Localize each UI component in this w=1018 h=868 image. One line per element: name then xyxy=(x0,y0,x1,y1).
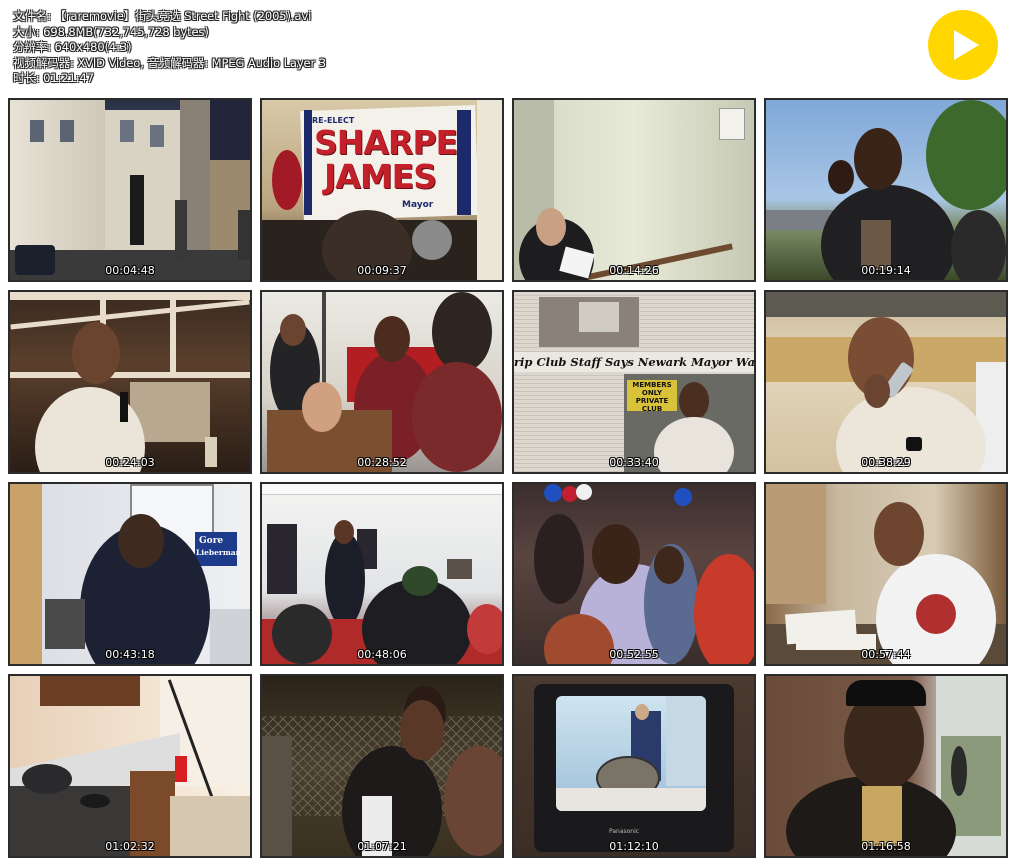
timestamp: 00:19:14 xyxy=(861,264,911,277)
newspaper-headline: rip Club Staff Says Newark Mayor Was a P… xyxy=(514,355,756,369)
timestamp: 00:52:55 xyxy=(609,648,659,661)
thumbnail-16[interactable]: 01:16:58 xyxy=(764,674,1008,858)
banner-text-1: SHARPE xyxy=(314,123,458,162)
timestamp: 00:38:29 xyxy=(861,456,911,469)
scene-outdoor-crowd xyxy=(766,100,1006,280)
scene-meeting-hall xyxy=(262,484,502,664)
thumbnail-11[interactable]: 00:52:55 xyxy=(512,482,756,666)
banner-text-2: JAMES xyxy=(324,157,437,196)
timestamp: 00:57:44 xyxy=(861,648,911,661)
thumbnail-13[interactable]: 01:02:32 xyxy=(8,674,252,858)
thumbnail-10[interactable]: 00:48:06 xyxy=(260,482,504,666)
codec-text: 视频解码器: XVID Video, 音频解码器: MPEG Audio Lay… xyxy=(13,55,326,70)
poster-text-1: Gore xyxy=(199,536,224,546)
scene-speaker-microphone xyxy=(10,292,250,472)
timestamp: 00:04:48 xyxy=(105,264,155,277)
timestamp: 00:09:37 xyxy=(357,264,407,277)
timestamp: 01:16:58 xyxy=(861,840,911,853)
thumbnail-2[interactable]: RE-ELECT SHARPE JAMES Mayor 00:09:37 xyxy=(260,98,504,282)
thumbnail-5[interactable]: 00:24:03 xyxy=(8,290,252,474)
scene-sharpe-james-banner: RE-ELECT SHARPE JAMES Mayor xyxy=(262,100,502,280)
timestamp: 00:14:26 xyxy=(609,264,659,277)
thumbnail-3[interactable]: 00:14:26 xyxy=(512,98,756,282)
duration-text: 时长: 01:21:47 xyxy=(13,71,94,86)
scene-man-stairwell xyxy=(514,100,754,280)
scene-office-poster: Gore Lieberman xyxy=(10,484,250,664)
poster-text-2: Lieberman xyxy=(196,548,242,557)
timestamp: 01:12:10 xyxy=(609,840,659,853)
play-icon xyxy=(954,30,979,60)
thumbnail-7[interactable]: rip Club Staff Says Newark Mayor Was a P… xyxy=(512,290,756,474)
scene-man-with-cap xyxy=(766,676,1006,856)
thumbnail-4[interactable]: 00:19:14 xyxy=(764,98,1008,282)
thumbnail-12[interactable]: 00:57:44 xyxy=(764,482,1008,666)
scene-man-at-desk xyxy=(766,484,1006,664)
scene-podium-speech xyxy=(262,292,502,472)
timestamp: 01:02:32 xyxy=(105,840,155,853)
filename-text: 文件名: 【raremovie】街头竞选 Street Fight (2005)… xyxy=(13,9,312,23)
thumbnail-9[interactable]: Gore Lieberman 00:43:18 xyxy=(8,482,252,666)
timestamp: 00:28:52 xyxy=(357,456,407,469)
tv-brand: Panasonic xyxy=(609,828,640,835)
banner-small-bottom: Mayor xyxy=(402,200,434,210)
scene-phone-call xyxy=(766,292,1006,472)
thumbnail-8[interactable]: 00:38:29 xyxy=(764,290,1008,474)
scene-tv-set: Panasonic xyxy=(514,676,754,856)
scene-kitchen xyxy=(10,676,250,856)
timestamp: 01:07:21 xyxy=(357,840,407,853)
resolution-text: 分辨率: 640x480(4:3) xyxy=(13,40,132,55)
scene-newspaper: rip Club Staff Says Newark Mayor Was a P… xyxy=(514,292,754,472)
scene-party-crowd xyxy=(514,484,754,664)
thumbnail-14[interactable]: 01:07:21 xyxy=(260,674,504,858)
thumbnail-1[interactable]: 00:04:48 xyxy=(8,98,252,282)
scene-street-houses xyxy=(10,100,250,280)
filesize-text: 大小: 698.8MB(732,745,728 bytes) xyxy=(13,24,209,39)
banner-small-top: RE-ELECT xyxy=(312,116,355,125)
thumbnail-15[interactable]: Panasonic 01:12:10 xyxy=(512,674,756,858)
timestamp: 00:43:18 xyxy=(105,648,155,661)
scene-boys-fence xyxy=(262,676,502,856)
thumbnail-6[interactable]: 00:28:52 xyxy=(260,290,504,474)
file-info-panel: 文件名: 【raremovie】街头竞选 Street Fight (2005)… xyxy=(13,9,326,87)
timestamp: 00:48:06 xyxy=(357,648,407,661)
play-button[interactable] xyxy=(928,10,998,80)
timestamp: 00:33:40 xyxy=(609,456,659,469)
club-sign: MEMBERS ONLY PRIVATE CLUB xyxy=(627,380,677,413)
timestamp: 00:24:03 xyxy=(105,456,155,469)
